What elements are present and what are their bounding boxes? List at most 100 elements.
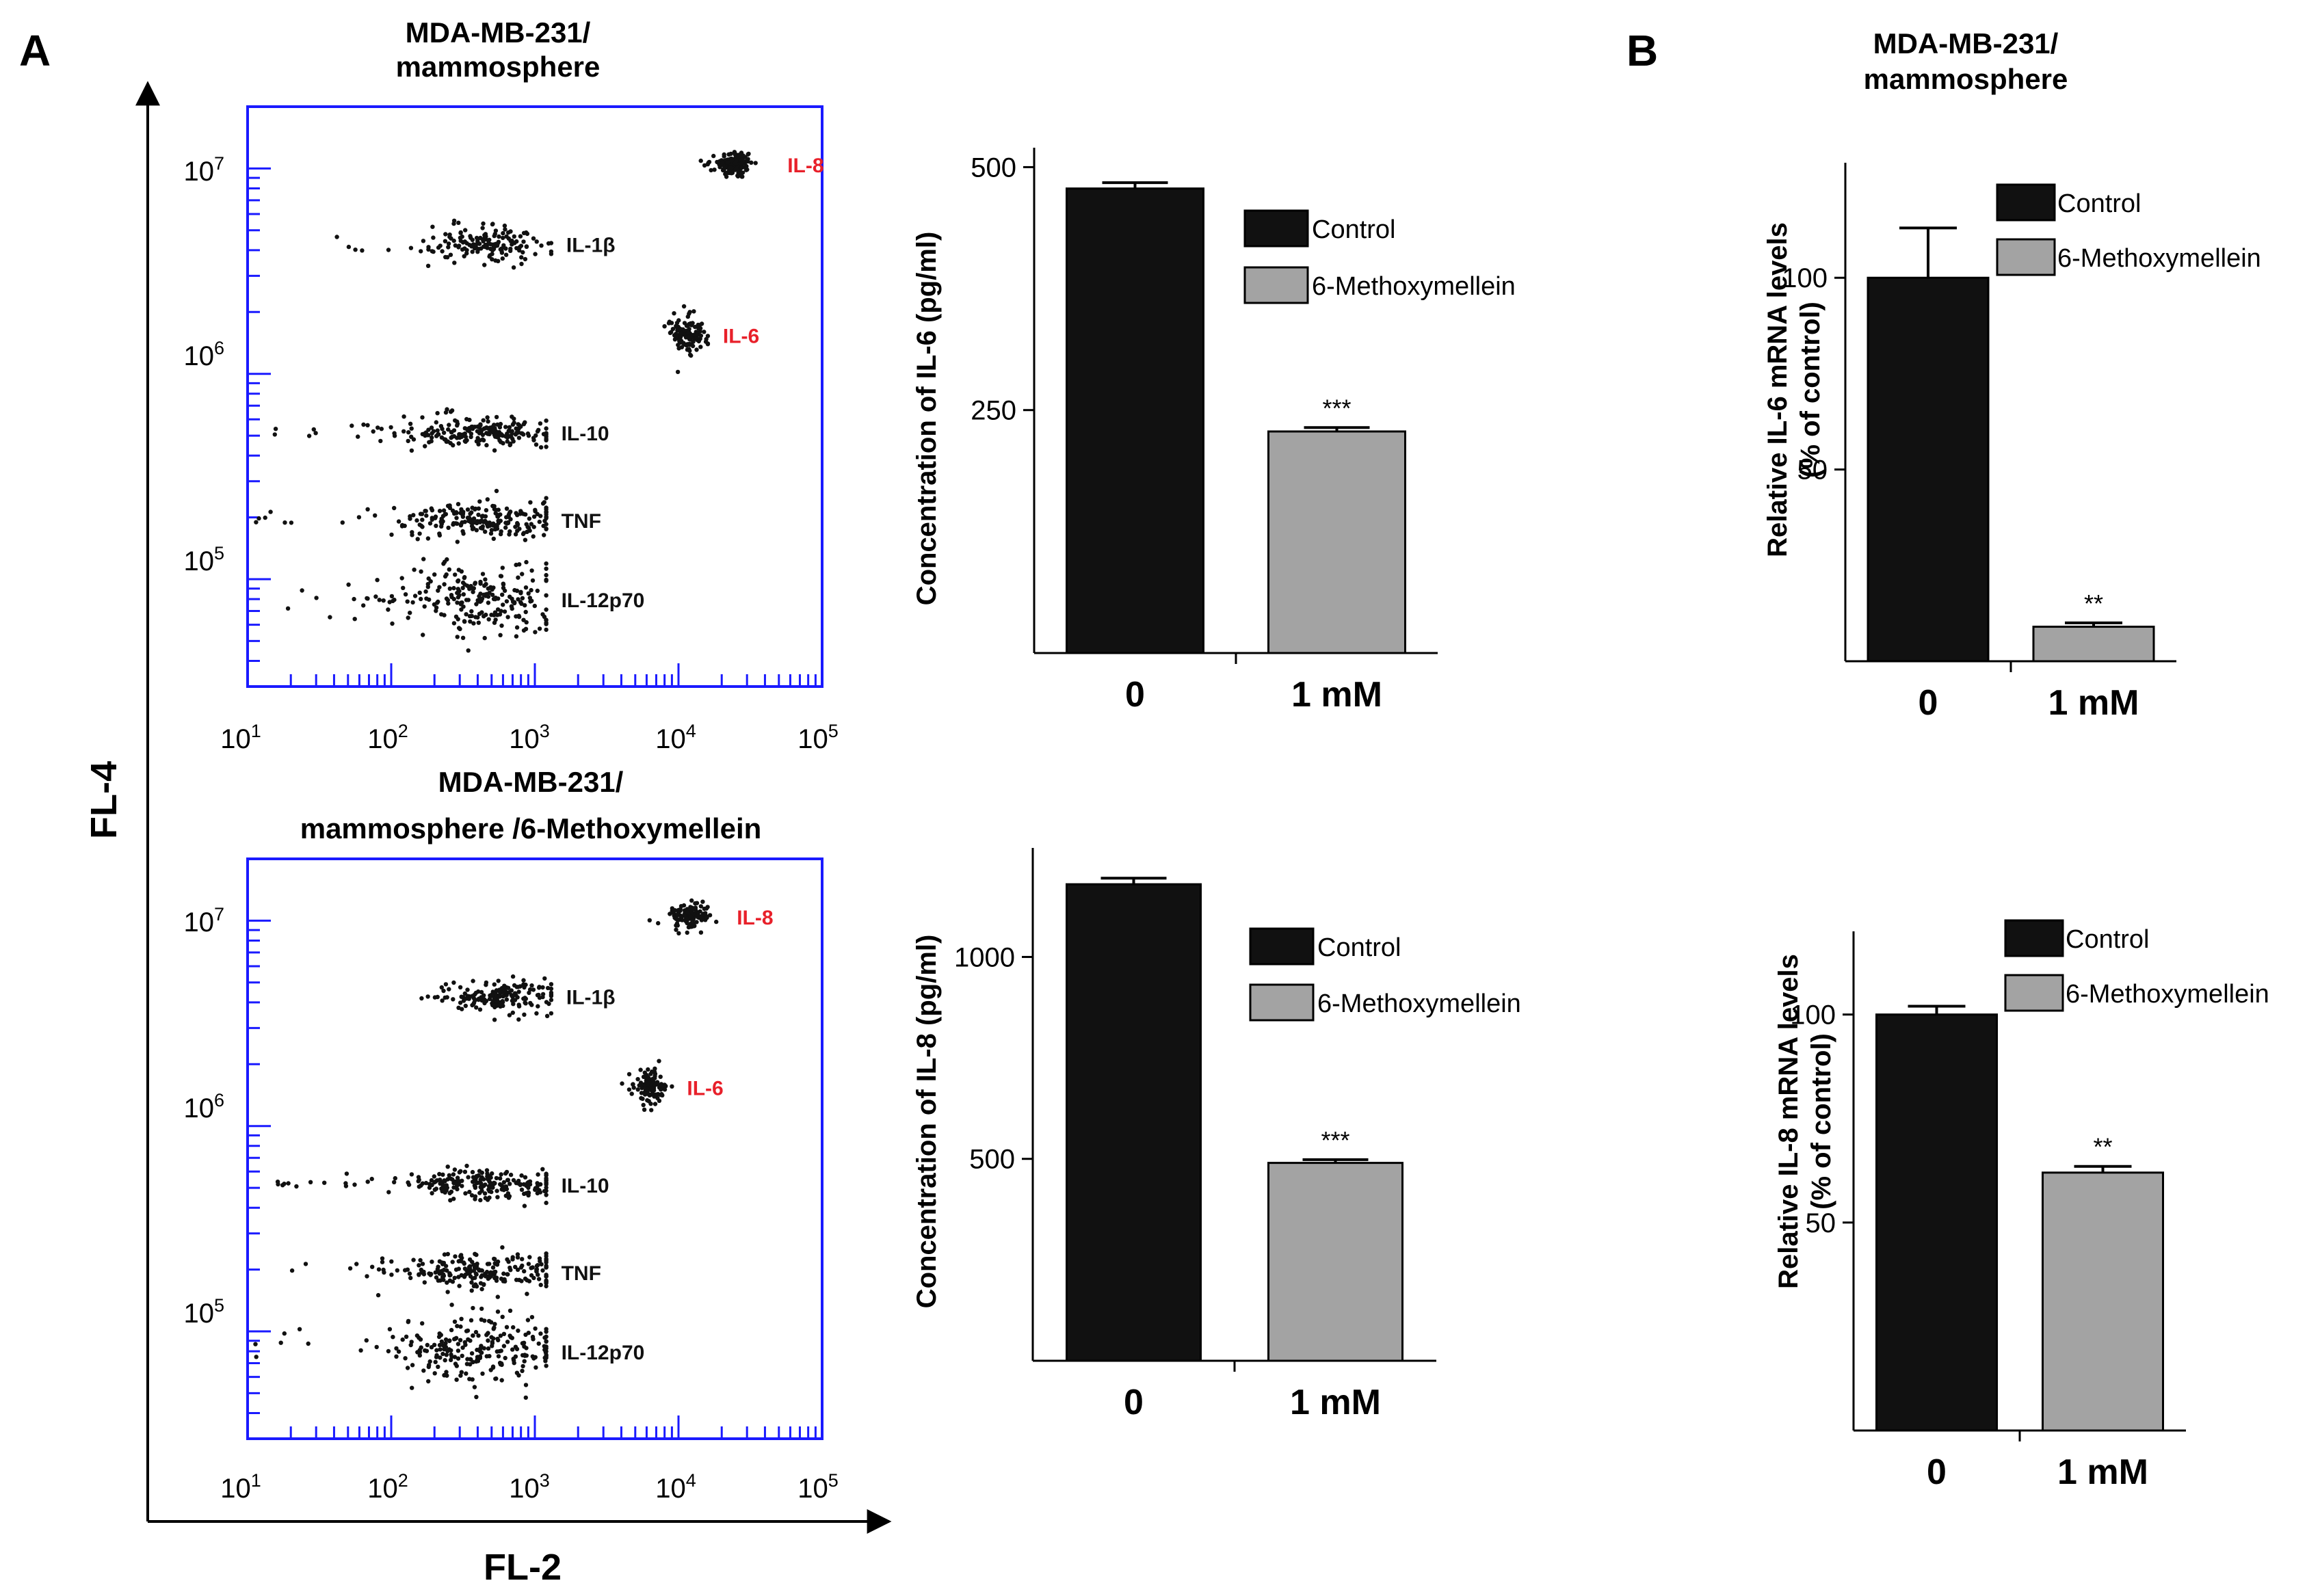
data-point — [498, 1333, 503, 1338]
data-point — [523, 537, 528, 542]
data-point — [311, 427, 316, 432]
data-point — [415, 537, 420, 542]
data-point — [469, 1351, 475, 1356]
data-point — [518, 1182, 523, 1188]
data-point — [409, 448, 414, 453]
data-point — [491, 521, 496, 526]
data-point — [479, 1268, 484, 1273]
data-point — [356, 434, 360, 439]
data-point — [464, 1163, 469, 1169]
y-tick-label: 105 — [183, 1295, 224, 1329]
data-point — [506, 985, 511, 991]
data-point — [484, 998, 489, 1004]
data-point — [440, 1172, 445, 1178]
data-point — [466, 1269, 471, 1274]
significance-marker: *** — [1322, 394, 1351, 422]
data-point — [505, 439, 510, 444]
data-point — [394, 1354, 399, 1359]
data-point — [417, 1184, 421, 1189]
data-point — [527, 1255, 532, 1260]
data-point — [523, 585, 529, 590]
data-point — [544, 622, 549, 626]
data-point — [430, 1191, 434, 1196]
data-point — [465, 994, 470, 998]
data-point — [476, 442, 481, 447]
data-point — [515, 1255, 520, 1260]
data-point — [515, 429, 520, 435]
significance-marker: ** — [2093, 1133, 2112, 1161]
data-point — [499, 609, 503, 613]
data-point — [749, 160, 754, 165]
data-point — [544, 1200, 549, 1206]
panel-label-b: B — [1626, 26, 1658, 75]
data-point — [483, 1274, 488, 1279]
significance-marker: ** — [2084, 589, 2103, 617]
data-point — [519, 1173, 524, 1178]
data-point — [484, 980, 489, 985]
data-point — [503, 520, 508, 525]
cluster-label: IL-12p70 — [562, 589, 645, 612]
data-point — [445, 995, 449, 1000]
data-point — [308, 1180, 313, 1185]
data-point — [482, 635, 487, 641]
data-point — [273, 427, 278, 431]
data-point — [694, 335, 699, 340]
data-point — [525, 1180, 530, 1186]
data-point — [533, 630, 538, 635]
data-point — [472, 997, 477, 1002]
data-point — [676, 318, 681, 323]
data-point — [641, 1102, 646, 1108]
data-point — [475, 250, 480, 254]
data-point — [303, 1262, 308, 1266]
data-point — [391, 1335, 395, 1340]
data-point — [422, 604, 427, 609]
data-point — [504, 506, 510, 511]
data-point — [470, 1377, 475, 1382]
y-tick-label: 100 — [1782, 263, 1828, 293]
data-point — [468, 1264, 473, 1269]
data-point — [659, 1082, 664, 1087]
data-point — [693, 324, 698, 330]
data-point — [497, 234, 501, 239]
data-point — [425, 994, 430, 999]
data-point — [702, 330, 707, 334]
data-point — [432, 572, 437, 577]
data-point — [401, 414, 406, 419]
data-point — [536, 1172, 540, 1177]
data-point — [340, 520, 345, 525]
data-point — [427, 1363, 432, 1368]
data-point — [689, 898, 694, 903]
data-point — [652, 1074, 657, 1078]
data-point — [466, 1175, 471, 1180]
data-point — [655, 1095, 660, 1101]
data-point — [449, 1327, 454, 1333]
data-point — [451, 1172, 456, 1177]
data-point — [523, 1395, 528, 1400]
data-point — [744, 163, 749, 169]
data-point — [493, 228, 499, 233]
data-point — [649, 1108, 654, 1113]
data-point — [531, 534, 536, 539]
data-point — [443, 1358, 447, 1363]
data-point — [488, 253, 492, 258]
data-point — [531, 524, 536, 529]
data-point — [407, 1271, 412, 1276]
data-point — [456, 595, 461, 600]
data-point — [431, 235, 436, 240]
data-point — [417, 590, 422, 595]
data-point — [510, 1257, 515, 1262]
data-point — [658, 1092, 663, 1098]
data-point — [503, 246, 508, 251]
data-point — [454, 516, 459, 520]
data-point — [452, 511, 457, 516]
data-point — [514, 1370, 520, 1375]
data-point — [486, 522, 491, 527]
data-point — [420, 518, 425, 522]
data-point — [549, 249, 554, 254]
data-point — [481, 221, 486, 226]
data-point — [419, 1345, 423, 1350]
data-point — [495, 1294, 500, 1299]
data-point — [525, 1278, 529, 1283]
data-point — [520, 1263, 525, 1268]
data-point — [514, 1277, 519, 1282]
